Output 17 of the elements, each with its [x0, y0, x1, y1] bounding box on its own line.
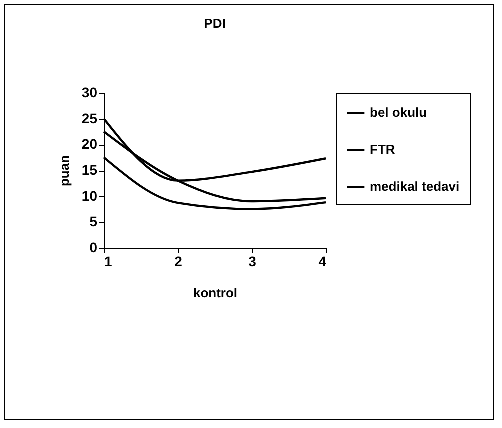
x-tick-label: 2	[174, 254, 183, 270]
y-tick-label: 5	[90, 214, 98, 230]
y-tick-label: 10	[82, 188, 98, 204]
x-tick-label: 1	[104, 254, 112, 270]
x-axis-title: kontrol	[193, 286, 238, 300]
y-tick-label: 25	[82, 110, 98, 126]
y-tick-label: 15	[82, 162, 98, 178]
y-tick-label: 20	[82, 136, 98, 152]
legend-label: FTR	[370, 142, 396, 157]
y-axis-title: puan	[56, 155, 72, 187]
legend-label: bel okulu	[370, 105, 428, 120]
chart-title: PDI	[204, 16, 226, 31]
y-tick-label: 30	[82, 84, 98, 100]
x-tick-label: 3	[248, 254, 257, 270]
x-tick-label: 4	[318, 254, 327, 270]
y-tick-label: 0	[90, 240, 98, 256]
legend-label: medikal tedavi	[370, 179, 460, 194]
